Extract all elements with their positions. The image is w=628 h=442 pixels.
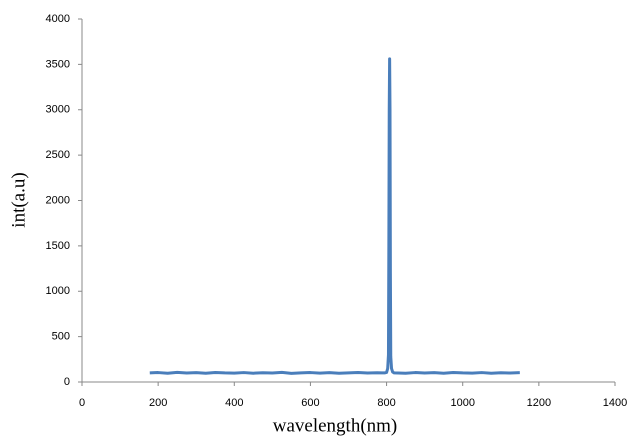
y-tick-label: 2500 (46, 149, 70, 161)
x-tick-label: 1200 (527, 397, 551, 409)
x-axis-label: wavelength(nm) (273, 415, 398, 436)
y-tick-label: 1000 (46, 285, 70, 297)
y-tick-label: 1500 (46, 240, 70, 252)
x-tick-label: 200 (149, 397, 167, 409)
y-tick-label: 0 (64, 376, 70, 388)
y-tick-label: 4000 (46, 13, 70, 25)
x-tick-label: 800 (377, 397, 395, 409)
y-tick-label: 3000 (46, 104, 70, 116)
data-line (149, 57, 520, 375)
x-tick-label: 600 (301, 397, 319, 409)
y-axis-label: int(a.u) (8, 172, 29, 227)
y-tick-label: 2000 (46, 194, 70, 206)
y-tick-label: 500 (52, 331, 70, 343)
y-tick-label: 3500 (46, 58, 70, 70)
x-tick-label: 1400 (603, 397, 627, 409)
x-tick-label: 0 (79, 397, 85, 409)
x-tick-label: 400 (225, 397, 243, 409)
x-tick-label: 1000 (450, 397, 474, 409)
